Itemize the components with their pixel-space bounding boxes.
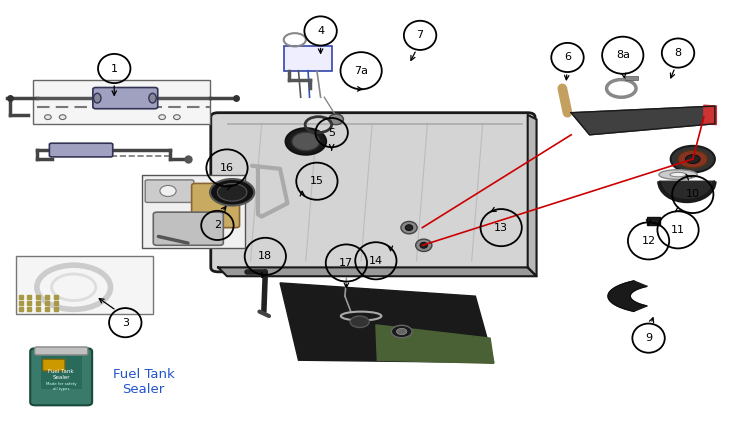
Text: 5: 5 xyxy=(328,128,335,137)
Ellipse shape xyxy=(94,93,101,103)
Text: 10: 10 xyxy=(686,190,699,199)
Ellipse shape xyxy=(401,221,417,234)
Ellipse shape xyxy=(292,132,320,151)
FancyBboxPatch shape xyxy=(192,183,240,228)
Circle shape xyxy=(350,316,369,328)
Ellipse shape xyxy=(416,239,432,251)
FancyBboxPatch shape xyxy=(93,88,158,109)
FancyBboxPatch shape xyxy=(30,348,92,405)
Circle shape xyxy=(217,183,247,201)
Text: 8a: 8a xyxy=(616,50,629,60)
Ellipse shape xyxy=(160,186,176,196)
Ellipse shape xyxy=(44,114,51,119)
FancyBboxPatch shape xyxy=(49,143,113,157)
Circle shape xyxy=(678,150,708,168)
FancyBboxPatch shape xyxy=(211,113,535,272)
Text: Fuel Tank
Sealer: Fuel Tank Sealer xyxy=(113,368,175,396)
Text: 12: 12 xyxy=(641,236,656,246)
FancyBboxPatch shape xyxy=(145,180,194,202)
Ellipse shape xyxy=(174,114,180,119)
Ellipse shape xyxy=(285,128,326,155)
Text: 18: 18 xyxy=(258,251,273,261)
Polygon shape xyxy=(376,325,494,363)
Text: 1: 1 xyxy=(111,64,118,73)
Bar xyxy=(33,80,210,124)
Circle shape xyxy=(671,146,715,172)
Bar xyxy=(647,217,660,225)
Polygon shape xyxy=(571,106,715,135)
Ellipse shape xyxy=(159,114,165,119)
Text: 17: 17 xyxy=(339,258,354,268)
Text: 2: 2 xyxy=(214,221,221,230)
Circle shape xyxy=(685,155,700,164)
Bar xyxy=(625,76,638,80)
Text: 3: 3 xyxy=(122,318,129,328)
Bar xyxy=(142,175,245,248)
Text: Fuel Tank
Sealer: Fuel Tank Sealer xyxy=(49,369,74,380)
Polygon shape xyxy=(660,181,715,201)
Text: Made for safety
all types: Made for safety all types xyxy=(46,382,77,391)
Ellipse shape xyxy=(420,242,427,248)
Ellipse shape xyxy=(405,225,413,230)
FancyBboxPatch shape xyxy=(43,359,65,371)
Bar xyxy=(16,256,153,314)
Ellipse shape xyxy=(59,114,66,119)
Text: 6: 6 xyxy=(564,53,571,62)
Ellipse shape xyxy=(329,114,343,125)
Ellipse shape xyxy=(670,172,686,177)
FancyBboxPatch shape xyxy=(153,212,223,245)
Text: 14: 14 xyxy=(368,256,383,266)
Polygon shape xyxy=(528,115,537,276)
Polygon shape xyxy=(218,267,537,276)
Text: 4: 4 xyxy=(317,26,324,36)
Polygon shape xyxy=(608,281,647,311)
Text: 13: 13 xyxy=(495,223,508,232)
Ellipse shape xyxy=(149,93,156,103)
Polygon shape xyxy=(704,105,716,125)
FancyBboxPatch shape xyxy=(35,347,88,355)
Text: 7: 7 xyxy=(416,30,424,40)
Text: 7a: 7a xyxy=(354,66,368,76)
Polygon shape xyxy=(280,283,494,362)
Text: 11: 11 xyxy=(671,225,685,235)
Text: 9: 9 xyxy=(645,333,652,343)
Ellipse shape xyxy=(659,170,697,179)
Bar xyxy=(284,46,332,71)
Circle shape xyxy=(391,325,412,338)
Text: 8: 8 xyxy=(674,48,682,58)
Circle shape xyxy=(210,179,254,206)
Text: 15: 15 xyxy=(310,176,324,186)
Bar xyxy=(41,356,82,389)
Circle shape xyxy=(397,328,407,335)
Text: 16: 16 xyxy=(220,163,234,173)
